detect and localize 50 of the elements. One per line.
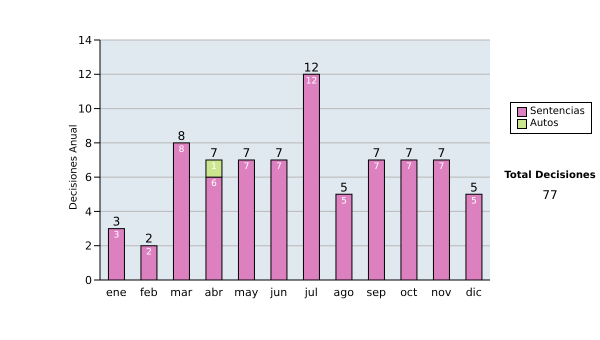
total-label: 5	[340, 180, 348, 194]
total-label: 8	[178, 128, 186, 143]
x-tick-label: jun	[269, 286, 288, 299]
y-tick-label: 0	[85, 274, 92, 287]
text: 77	[541, 188, 559, 202]
x-tick-label: jul	[304, 286, 318, 299]
legend-label: Autos	[530, 118, 558, 130]
y-tick-label: 14	[78, 34, 92, 47]
data-label: 7	[244, 162, 250, 172]
data-label: 2	[146, 248, 152, 258]
y-tick-label: 2	[85, 240, 92, 253]
data-label: 3	[114, 230, 120, 241]
data-label: 8	[178, 144, 185, 155]
y-tick-label: 12	[78, 68, 92, 82]
legend-label: Sentencias	[530, 106, 585, 118]
text: Total Decisiones	[503, 170, 597, 181]
data-label: 7	[438, 162, 444, 172]
x-tick-label: ago	[334, 286, 354, 299]
data-label: 6	[211, 179, 218, 190]
x-tick-label: nov	[431, 286, 452, 299]
x-tick-label: ene	[106, 286, 127, 299]
data-label: 5	[341, 196, 347, 206]
total-label: 7	[242, 146, 250, 160]
y-tick-label: 8	[85, 136, 92, 150]
data-label: 7	[374, 162, 380, 172]
data-label: 1	[211, 162, 217, 172]
total-label: 7	[210, 146, 218, 160]
y-axis-title: Decisiones Anual	[68, 124, 80, 210]
x-tick-label: mar	[170, 286, 193, 299]
x-tick-label: sep	[366, 286, 386, 299]
y-tick-label: 6	[85, 171, 92, 184]
total-label: 7	[275, 146, 283, 160]
data-label: 7	[406, 162, 412, 172]
total-label: 7	[405, 146, 413, 160]
x-tick-label: oct	[400, 286, 418, 299]
x-tick-label: may	[234, 286, 259, 299]
data-label: 7	[276, 162, 282, 172]
y-tick-label: 10	[78, 102, 92, 116]
total-label: 2	[145, 232, 153, 246]
data-label: 5	[471, 196, 477, 206]
total-label: 7	[438, 146, 446, 160]
total-label: 7	[372, 146, 380, 160]
y-tick-label: 4	[85, 205, 92, 218]
x-tick-label: dic	[466, 286, 482, 299]
x-tick-label: feb	[140, 286, 158, 299]
x-tick-label: abr	[204, 286, 224, 299]
total-label: 5	[470, 180, 478, 194]
total-label: 3	[112, 214, 120, 229]
total-label: 12	[304, 60, 320, 74]
data-label: 12	[306, 76, 318, 86]
